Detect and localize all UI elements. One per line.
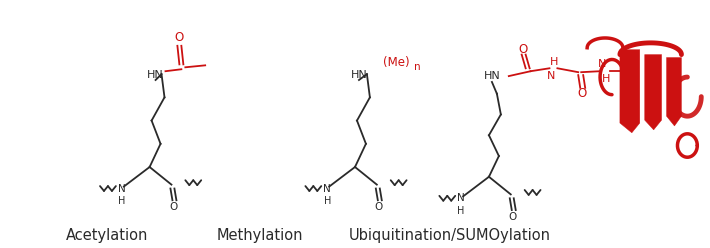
- Text: O: O: [577, 87, 587, 100]
- Text: Ubiquitination/SUMOylation: Ubiquitination/SUMOylation: [349, 228, 551, 243]
- Polygon shape: [620, 50, 640, 133]
- Text: O: O: [508, 212, 517, 222]
- Text: N: N: [118, 184, 126, 193]
- Text: N: N: [547, 71, 556, 81]
- Text: H: H: [324, 196, 331, 206]
- Text: HN: HN: [484, 71, 501, 81]
- Text: H: H: [118, 196, 126, 206]
- Text: H: H: [550, 57, 559, 67]
- Text: N: N: [323, 184, 331, 193]
- Text: O: O: [169, 202, 178, 212]
- Text: Acetylation: Acetylation: [66, 228, 148, 243]
- Text: N: N: [457, 193, 465, 203]
- Text: H: H: [457, 206, 465, 216]
- Text: HN: HN: [147, 70, 164, 80]
- Text: O: O: [375, 202, 383, 212]
- Text: Methylation: Methylation: [217, 228, 303, 243]
- Polygon shape: [667, 58, 682, 126]
- Text: (Me): (Me): [383, 56, 410, 69]
- Text: HN: HN: [351, 70, 367, 80]
- Text: H: H: [602, 74, 610, 84]
- Polygon shape: [645, 55, 662, 130]
- Text: O: O: [175, 31, 184, 44]
- Text: O: O: [518, 43, 528, 56]
- Text: n: n: [413, 62, 420, 72]
- Text: N: N: [598, 59, 606, 69]
